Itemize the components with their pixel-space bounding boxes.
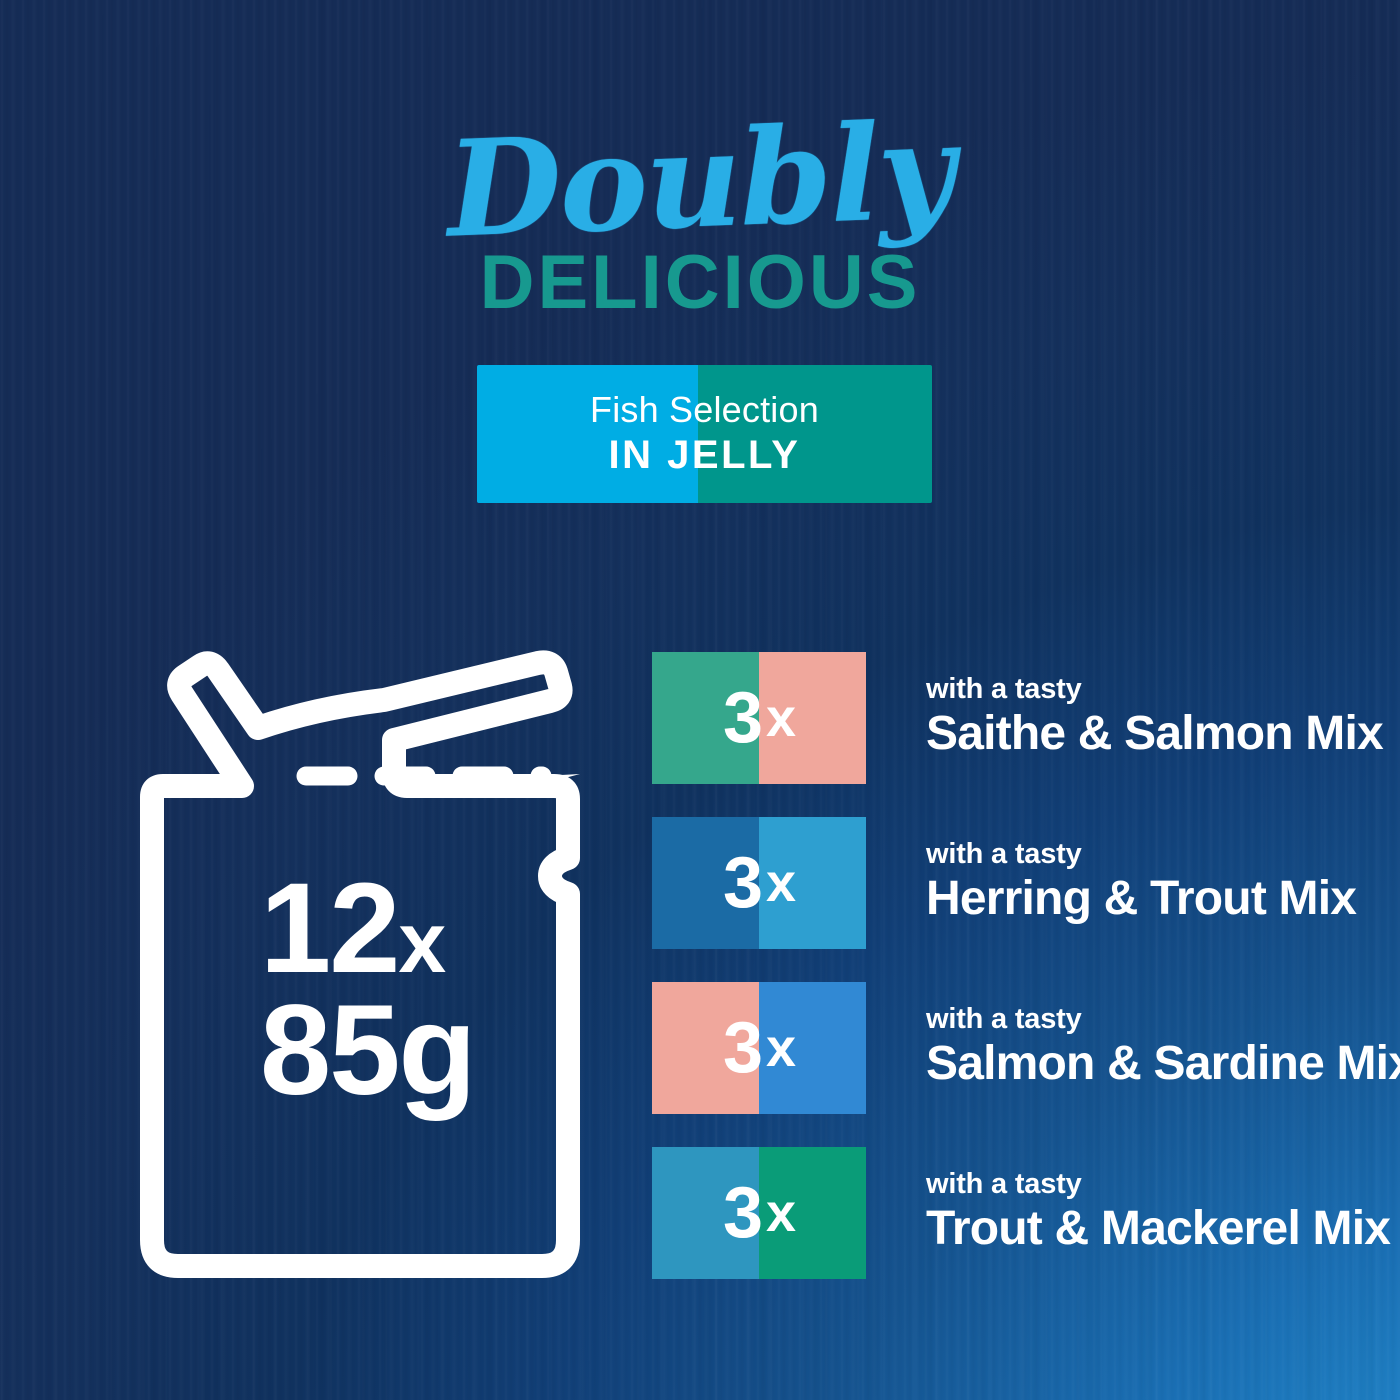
pouch-illustration: 12x 85g	[138, 600, 593, 1290]
variant-name: Salmon & Sardine Mix	[926, 1037, 1400, 1091]
variant-row: 3 x with a tasty Herring & Trout Mix	[652, 817, 1372, 949]
variant-count-group: 3 x	[652, 1147, 866, 1279]
variant-multiplier: x	[766, 1183, 796, 1243]
product-variant-banner: Fish Selection IN JELLY	[477, 365, 932, 503]
variant-text-group: with a tasty Saithe & Salmon Mix	[926, 673, 1384, 763]
banner-text-group: Fish Selection IN JELLY	[477, 365, 932, 503]
variant-swatch-left	[652, 652, 759, 784]
variant-row: 3 x with a tasty Trout & Mackerel Mix	[652, 1147, 1391, 1279]
pouch-count-line-1: 12x	[260, 865, 475, 993]
variant-swatch-right	[759, 982, 866, 1114]
variant-name: Herring & Trout Mix	[926, 872, 1357, 926]
variant-prefix: with a tasty	[926, 1003, 1082, 1036]
variant-name: Trout & Mackerel Mix	[926, 1202, 1391, 1256]
variant-count-group: 3 x	[652, 982, 866, 1114]
logo-block-word: DELICIOUS	[479, 240, 921, 326]
pouch-outline-svg	[140, 650, 580, 1278]
logo-script-word: Doubly	[444, 93, 956, 268]
banner-left-fill	[477, 365, 698, 503]
banner-right-fill	[697, 365, 932, 503]
variant-multiplier: x	[766, 1018, 796, 1078]
variant-name: Saithe & Salmon Mix	[926, 707, 1384, 761]
pouch-count-multiplier: x	[398, 895, 446, 991]
banner-title: IN JELLY	[608, 432, 801, 477]
pouch-body-outline	[140, 650, 580, 1278]
pouch-weight: 85g	[260, 978, 477, 1122]
variant-list: 3 x with a tasty Saithe & Salmon Mix 3 x…	[652, 652, 1400, 1279]
variant-swatch-left	[652, 1147, 759, 1279]
pouch-count-text: 12x 85g	[260, 865, 477, 1122]
variant-swatch-right	[759, 652, 866, 784]
variant-prefix: with a tasty	[926, 838, 1082, 871]
variant-swatch-right	[759, 1147, 866, 1279]
variant-prefix: with a tasty	[926, 673, 1082, 706]
variant-count: 3	[722, 1173, 763, 1253]
variant-count: 3	[722, 1008, 763, 1088]
variant-count: 3	[722, 678, 763, 758]
banner-subtitle: Fish Selection	[590, 389, 819, 431]
variant-count-group: 3 x	[652, 652, 866, 784]
variant-count-group: 3 x	[652, 817, 866, 949]
variant-multiplier: x	[766, 853, 796, 913]
variant-text-group: with a tasty Trout & Mackerel Mix	[926, 1168, 1391, 1258]
variant-swatch: 3 x	[652, 652, 866, 784]
brand-logo-lockup: Doubly DELICIOUS	[0, 93, 1400, 326]
variant-swatch-left	[652, 982, 759, 1114]
variant-prefix: with a tasty	[926, 1168, 1082, 1201]
variant-multiplier: x	[766, 688, 796, 748]
variant-swatch: 3 x	[652, 982, 866, 1114]
variant-swatch-right	[759, 817, 866, 949]
variant-text-group: with a tasty Herring & Trout Mix	[926, 838, 1357, 928]
variant-row: 3 x with a tasty Saithe & Salmon Mix	[652, 652, 1384, 784]
pouch-tear-notch-icon	[542, 774, 580, 784]
variant-swatch: 3 x	[652, 1147, 866, 1279]
variant-swatch-left	[652, 817, 759, 949]
variant-row: 3 x with a tasty Salmon & Sardine Mix	[652, 982, 1400, 1114]
pouch-count-number: 12	[260, 857, 400, 1000]
variant-text-group: with a tasty Salmon & Sardine Mix	[926, 1003, 1400, 1093]
variant-count: 3	[722, 843, 763, 923]
variant-swatch: 3 x	[652, 817, 866, 949]
